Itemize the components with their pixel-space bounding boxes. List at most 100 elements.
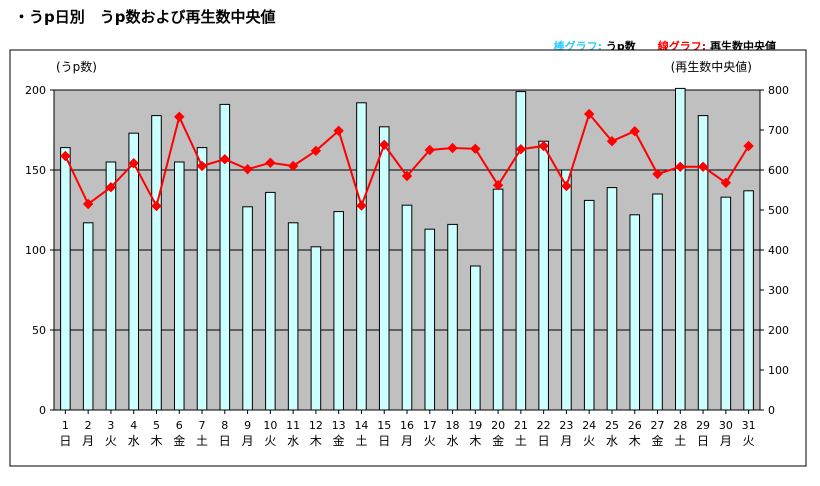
x-weekday-label: 火 [264, 434, 276, 448]
x-weekday-label: 土 [674, 434, 686, 448]
x-weekday-label: 日 [59, 434, 71, 448]
line-point [583, 108, 595, 120]
y-right-tick-label: 500 [768, 204, 789, 217]
x-tick-label: 1 [62, 419, 69, 432]
line-point [697, 161, 709, 173]
x-tick-label: 20 [491, 419, 505, 432]
bar [378, 126, 390, 411]
line-point [265, 157, 276, 169]
bar [401, 204, 413, 411]
bar [82, 222, 94, 411]
bar [333, 211, 344, 411]
legend-line-sep: : [701, 40, 710, 53]
y-left-tick-label: 0 [39, 404, 46, 417]
bar [424, 228, 436, 411]
line-point [82, 198, 94, 210]
line-point [333, 125, 344, 137]
bar [675, 87, 686, 411]
y-right-tick-label: 800 [768, 84, 789, 97]
line-point [219, 153, 231, 165]
x-weekday-label: 木 [469, 434, 481, 448]
bars [60, 87, 754, 411]
x-weekday-label: 日 [538, 434, 550, 448]
x-tick-label: 4 [130, 419, 137, 432]
line-point [629, 125, 640, 137]
x-tick-label: 22 [537, 419, 551, 432]
line-point [401, 170, 413, 182]
bar [173, 161, 185, 411]
bar [196, 147, 208, 411]
line-point [447, 142, 458, 154]
x-weekday-label: 水 [287, 434, 299, 448]
y-right-tick-label: 600 [768, 164, 789, 177]
bar [720, 196, 732, 411]
x-tick-label: 12 [309, 419, 323, 432]
bar [447, 223, 458, 411]
y-right-tick-label: 300 [768, 284, 789, 297]
line-point [287, 160, 299, 172]
x-tick-label: 9 [244, 419, 251, 432]
x-weekday-label: 木 [150, 434, 162, 448]
y-left-axis-label: (うp数) [56, 59, 97, 74]
legend-bar-sep: : [597, 40, 606, 53]
x-tick-label: 28 [673, 419, 687, 432]
bar [219, 103, 231, 411]
bar [265, 191, 276, 411]
y-right-tick-label: 700 [768, 124, 789, 137]
line-point [492, 179, 504, 191]
line-point [105, 181, 117, 193]
line-point [561, 180, 572, 192]
line-point [379, 139, 390, 151]
line-point [675, 161, 686, 173]
x-weekday-label: 日 [697, 434, 709, 448]
line-point [538, 140, 549, 152]
bar [697, 115, 709, 411]
x-tick-label: 18 [446, 419, 460, 432]
line-point [515, 143, 527, 155]
x-weekday-label: 水 [447, 434, 459, 448]
x-tick-label: 19 [468, 419, 482, 432]
bar [629, 214, 641, 411]
x-weekday-label: 土 [515, 434, 527, 448]
bar [128, 132, 139, 411]
line-point [470, 143, 481, 155]
bar [515, 91, 527, 411]
x-tick-label: 2 [85, 419, 92, 432]
x-tick-label: 21 [514, 419, 528, 432]
bar [652, 193, 663, 411]
x-tick-label: 25 [605, 419, 619, 432]
x-tick-label: 27 [651, 419, 665, 432]
bar [310, 246, 322, 411]
x-weekday-label: 土 [355, 434, 367, 448]
x-weekday-label: 土 [196, 434, 208, 448]
bar [583, 199, 595, 411]
bar [287, 222, 299, 411]
line-point [606, 135, 618, 147]
x-tick-label: 13 [332, 419, 346, 432]
line-point [310, 145, 322, 157]
x-weekday-label: 金 [173, 433, 185, 448]
y-right-tick-label: 200 [768, 324, 789, 337]
x-tick-label: 14 [354, 419, 368, 432]
x-tick-label: 11 [286, 419, 300, 432]
y-right-tick-label: 100 [768, 364, 789, 377]
x-weekday-label: 月 [720, 434, 732, 448]
x-weekday-label: 火 [424, 434, 436, 448]
x-tick-label: 8 [221, 419, 228, 432]
bar [60, 147, 71, 411]
line-point [356, 200, 367, 211]
x-tick-label: 3 [107, 419, 114, 432]
x-tick-label: 30 [719, 419, 733, 432]
y-left-tick-label: 150 [25, 164, 46, 177]
y-left-tick-label: 50 [32, 324, 46, 337]
bar [743, 190, 754, 411]
bar [470, 265, 481, 411]
x-weekday-label: 火 [583, 434, 595, 448]
line-point [60, 150, 71, 162]
bar [242, 206, 253, 411]
x-weekday-label: 金 [492, 433, 504, 448]
x-weekday-label: 木 [629, 434, 641, 448]
bar [492, 188, 504, 411]
bar [151, 115, 162, 411]
